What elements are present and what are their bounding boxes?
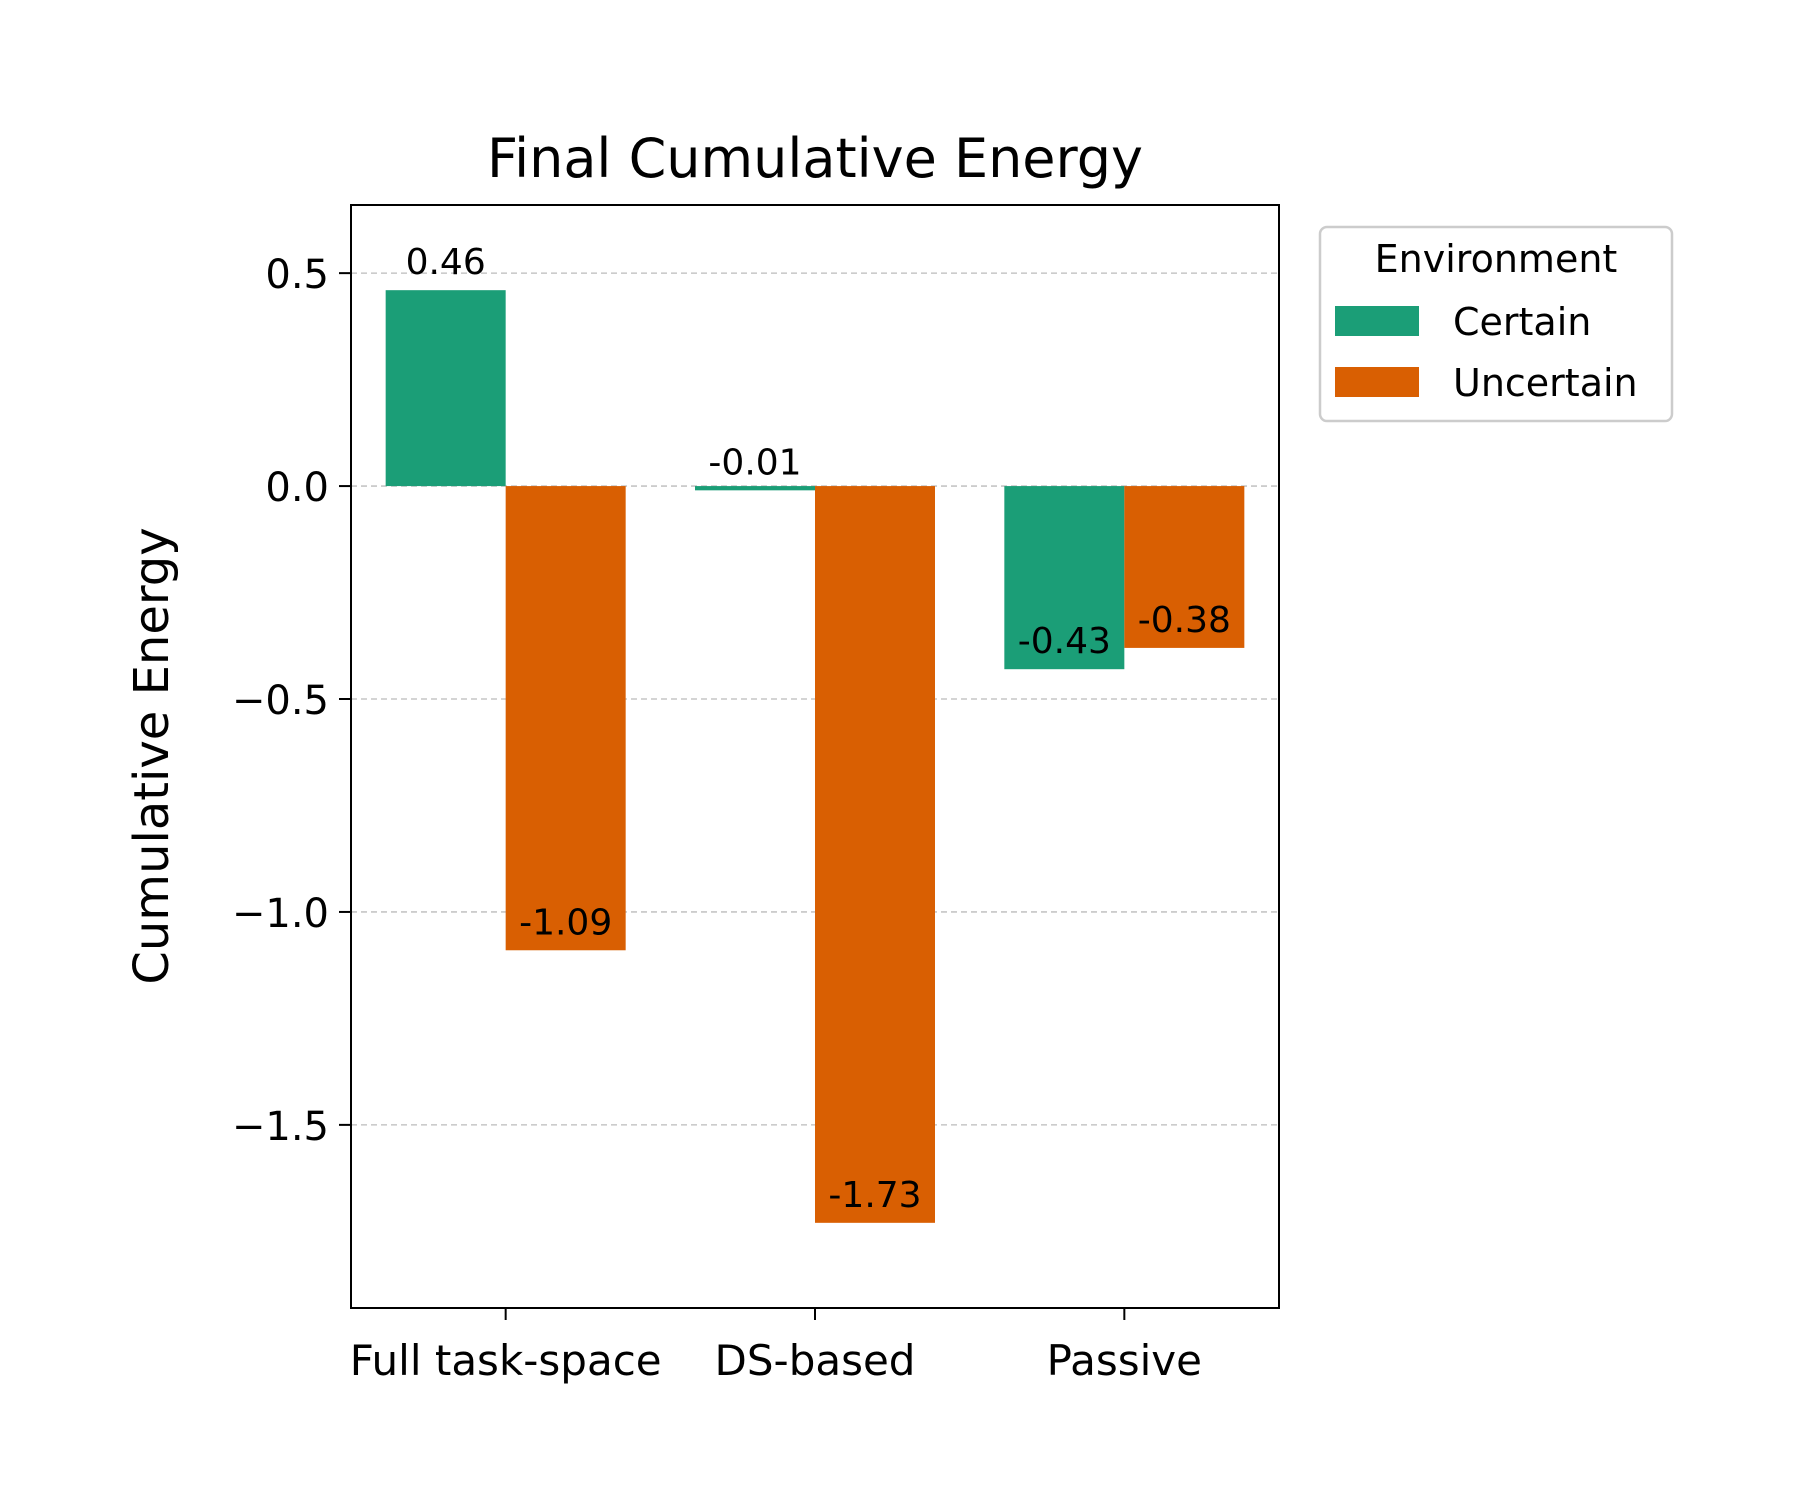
data-label: -0.38 [1138, 600, 1231, 641]
bar-certain [695, 486, 815, 491]
y-axis: 0.5 0.0 −0.5 −1.0 −1.5 [232, 252, 351, 1150]
legend-label-uncertain: Uncertain [1453, 361, 1638, 405]
y-tick-label: 0.5 [265, 252, 329, 298]
legend-label-certain: Certain [1453, 300, 1591, 344]
x-axis: Full task-space DS-based Passive [350, 1308, 1202, 1385]
bar-uncertain [505, 486, 626, 951]
chart-title: Final Cumulative Energy [487, 127, 1143, 190]
legend: Environment Certain Uncertain [1318, 225, 1674, 423]
bar-uncertain [815, 486, 935, 1223]
legend-title: Environment [1375, 237, 1618, 281]
legend-entries: Certain Uncertain [1335, 300, 1638, 405]
data-label: -1.09 [519, 902, 612, 943]
data-labels: 0.46 -1.09 -0.01 -1.73 -0.43 -0.38 [406, 242, 1231, 1216]
bar-certain [1004, 486, 1125, 670]
data-label: -0.43 [1018, 621, 1111, 662]
y-tick-label: −0.5 [232, 678, 329, 724]
y-tick-label: 0.0 [265, 465, 329, 511]
legend-swatch-uncertain [1335, 367, 1419, 397]
x-tick-label: Passive [1047, 1336, 1202, 1385]
bars [385, 290, 1245, 1223]
legend-swatch-certain [1335, 306, 1419, 336]
bar-uncertain [1124, 486, 1245, 648]
y-tick-label: −1.0 [232, 891, 329, 937]
data-label: -1.73 [828, 1175, 921, 1216]
x-tick-label: DS-based [715, 1336, 916, 1385]
y-axis-label: Cumulative Energy [124, 527, 180, 984]
data-label: 0.46 [406, 242, 486, 283]
bar-certain [385, 290, 506, 487]
y-tick-label: −1.5 [232, 1104, 329, 1150]
data-label: -0.01 [708, 442, 801, 483]
x-tick-label: Full task-space [350, 1336, 662, 1385]
